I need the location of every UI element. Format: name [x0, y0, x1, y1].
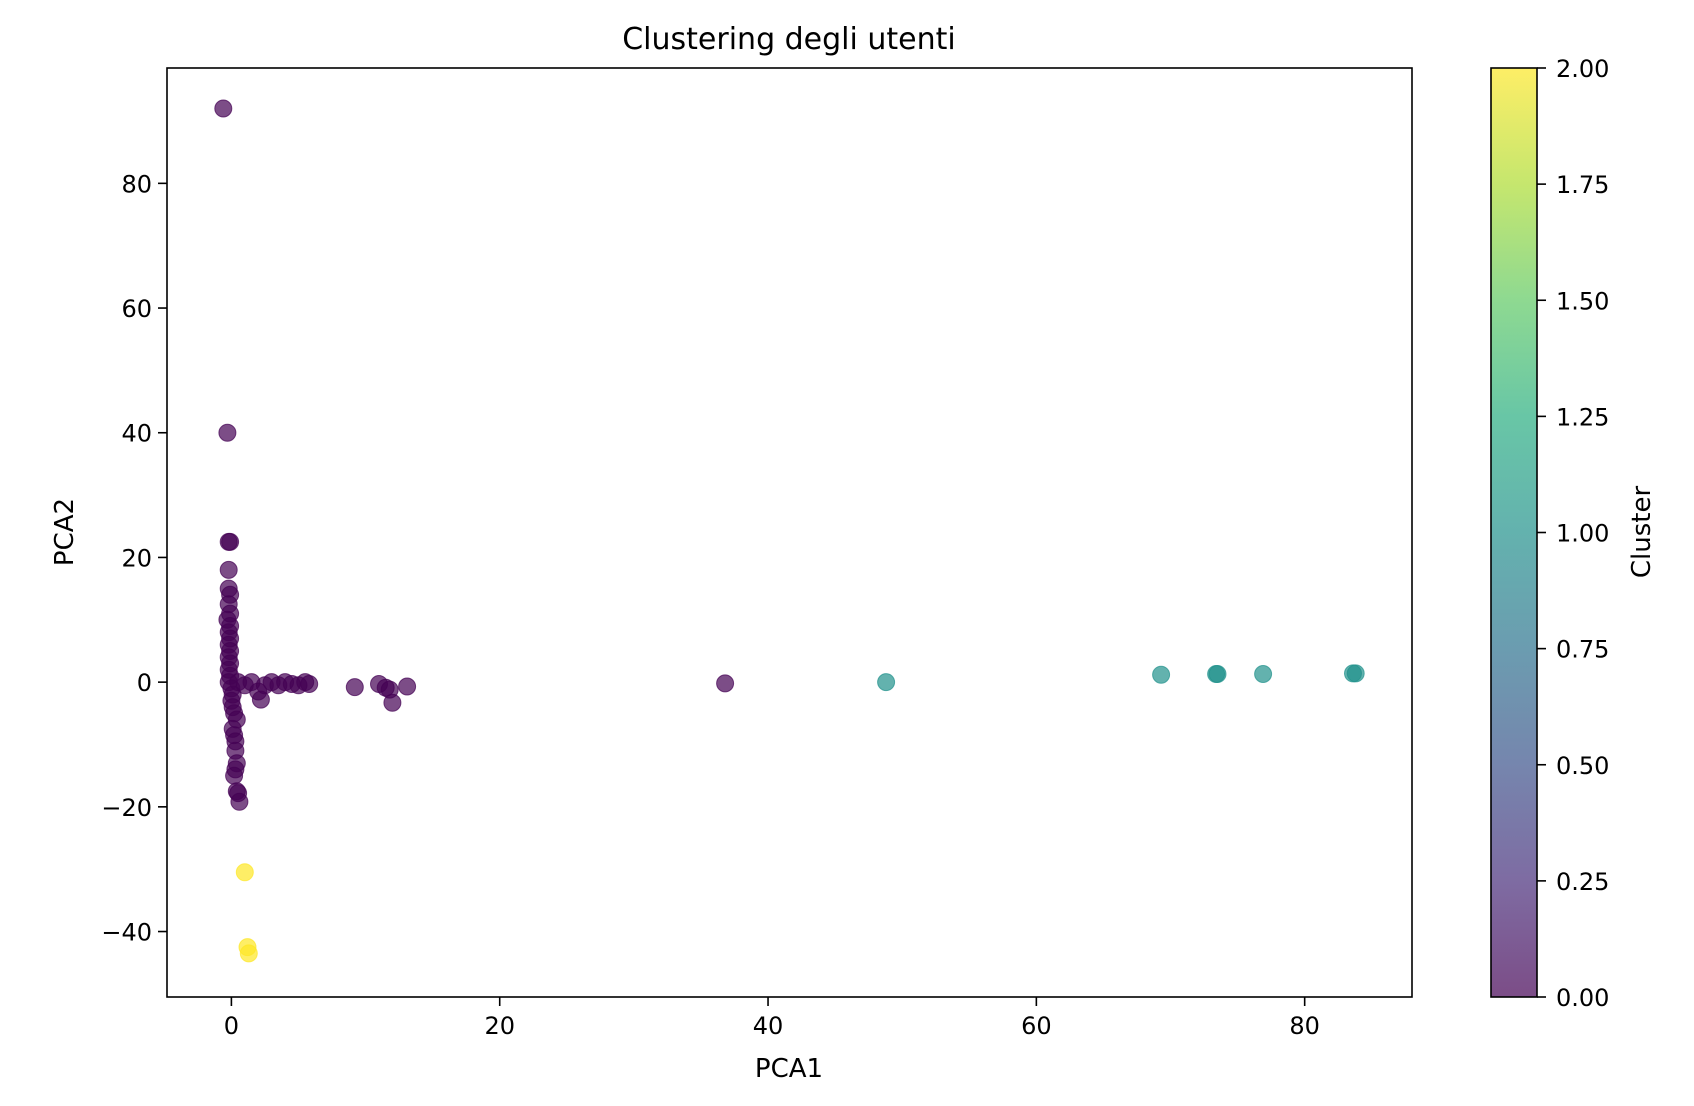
scatter-points	[214, 99, 1365, 963]
y-tick-label: −40	[101, 919, 152, 947]
scatter-point	[239, 944, 258, 963]
colorbar-tick-label: 1.25	[1556, 403, 1609, 431]
x-tick-label: 0	[224, 1012, 239, 1040]
scatter-point	[219, 560, 238, 579]
scatter-point	[221, 532, 240, 551]
scatter-point	[1254, 665, 1273, 683]
scatter-point	[1152, 665, 1171, 684]
scatter-point	[383, 693, 402, 712]
colorbar-tick-label: 0.75	[1556, 636, 1609, 664]
scatter-point	[235, 863, 254, 882]
plot-frame	[166, 67, 1413, 998]
x-tick-label: 20	[484, 1012, 515, 1040]
scatter-point	[225, 766, 244, 785]
scatter-point	[716, 674, 735, 693]
scatter-point	[230, 792, 249, 811]
y-tick-label: 0	[137, 669, 152, 697]
colorbar-tick-label: 0.25	[1556, 868, 1609, 896]
colorbar-tick-label: 1.50	[1556, 287, 1609, 315]
y-tick-label: 40	[121, 420, 152, 448]
x-tick-label: 60	[1021, 1012, 1052, 1040]
colorbar-tick-label: 0.00	[1556, 984, 1609, 1012]
x-tick-label: 40	[753, 1012, 784, 1040]
scatter-point	[1346, 664, 1365, 683]
scatter-point	[1208, 665, 1227, 683]
scatter-point	[398, 677, 417, 696]
y-axis-ticks: −40 −20 0 20 40 60 80	[101, 170, 167, 947]
y-tick-label: −20	[101, 794, 152, 822]
scatter-point	[300, 675, 319, 693]
colorbar-ticks: 0.00 0.25 0.50 0.75 1.00 1.25 1.50 1.75 2.00	[1537, 55, 1609, 1012]
x-axis-label: PCA1	[755, 1054, 823, 1084]
scatter-point	[214, 99, 233, 118]
y-tick-label: 60	[121, 295, 152, 323]
y-tick-label: 20	[121, 544, 152, 572]
y-tick-label: 80	[121, 170, 152, 198]
y-axis-label: PCA2	[50, 498, 80, 566]
x-tick-label: 80	[1289, 1012, 1320, 1040]
scatter-point	[218, 423, 237, 442]
x-axis-ticks: 0 20 40 60 80	[224, 997, 1320, 1040]
colorbar	[1491, 68, 1537, 997]
colorbar-tick-label: 0.50	[1556, 752, 1609, 780]
colorbar-tick-label: 2.00	[1556, 55, 1609, 83]
scatter-point	[877, 673, 896, 692]
colorbar-label: Cluster	[1627, 486, 1657, 579]
colorbar-tick-label: 1.00	[1556, 520, 1609, 548]
chart-title: Clustering degli utenti	[622, 22, 956, 57]
colorbar-tick-label: 1.75	[1556, 171, 1609, 199]
scatter-point	[345, 678, 364, 697]
